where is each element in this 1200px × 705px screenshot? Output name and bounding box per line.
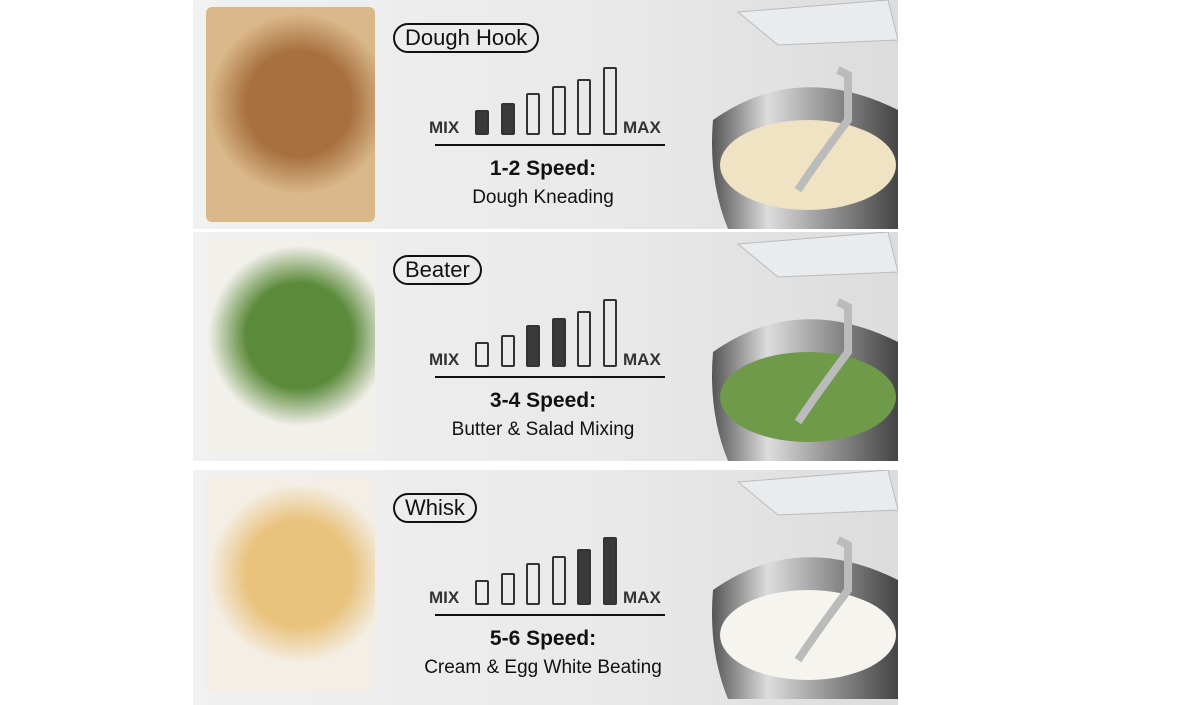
speed-bar-4 <box>551 318 566 367</box>
mix-label: MIX <box>429 118 460 137</box>
speed-heading: 1-2 Speed: <box>489 157 597 180</box>
speed-bar-5 <box>577 311 591 367</box>
max-label: MAX <box>623 350 661 369</box>
max-label: MAX <box>623 118 661 137</box>
speed-scale: MIX MAX <box>429 530 667 616</box>
mix-label: MIX <box>429 350 460 369</box>
speed-bar-2 <box>500 573 515 605</box>
speed-bar-5 <box>577 549 591 605</box>
speed-bar-3 <box>526 563 540 605</box>
attachment-label: Beater <box>393 255 482 285</box>
mix-label: MIX <box>429 588 460 607</box>
speed-bar-3 <box>526 325 540 367</box>
mixer-bowl-image <box>712 232 898 461</box>
dough-hook-row: Dough Hook MIX MAX 1-2 Speed: Dough Knea… <box>193 0 898 229</box>
speed-bar-1 <box>475 110 489 135</box>
speed-use: Dough Kneading <box>472 187 614 208</box>
attachment-label: Dough Hook <box>393 23 540 53</box>
speed-use: Cream & Egg White Beating <box>424 657 662 678</box>
scale-baseline <box>435 376 665 378</box>
speed-use: Butter & Salad Mixing <box>451 419 635 440</box>
mixer-bowl-image <box>712 470 898 699</box>
product-infographic: Dough Hook MIX MAX 1-2 Speed: Dough Knea… <box>193 0 898 705</box>
speed-bar-3 <box>526 93 540 135</box>
speed-bar-1 <box>475 342 489 367</box>
attachment-label: Whisk <box>393 493 477 523</box>
speed-scale: MIX MAX <box>429 60 667 146</box>
speed-heading: 3-4 Speed: <box>489 389 597 412</box>
mixer-bowl-image <box>712 0 898 229</box>
beater-row: Beater MIX MAX 3-4 Speed: Butter & Salad… <box>193 232 898 461</box>
speed-bar-1 <box>475 580 489 605</box>
speed-bar-2 <box>500 335 515 367</box>
max-label: MAX <box>623 588 661 607</box>
speed-bar-5 <box>577 79 591 135</box>
food-photo <box>206 477 375 692</box>
speed-bar-6 <box>602 67 617 135</box>
food-photo <box>206 7 375 222</box>
whisk-row: Whisk MIX MAX 5-6 Speed: Cream & Egg Whi… <box>193 470 898 705</box>
speed-scale: MIX MAX <box>429 292 667 378</box>
food-photo <box>206 239 375 454</box>
speed-bar-2 <box>500 103 515 135</box>
speed-bar-4 <box>551 556 566 605</box>
speed-heading: 5-6 Speed: <box>489 627 597 650</box>
speed-bar-6 <box>602 537 617 605</box>
scale-baseline <box>435 144 665 146</box>
speed-bar-6 <box>602 299 617 367</box>
scale-baseline <box>435 614 665 616</box>
speed-bar-4 <box>551 86 566 135</box>
